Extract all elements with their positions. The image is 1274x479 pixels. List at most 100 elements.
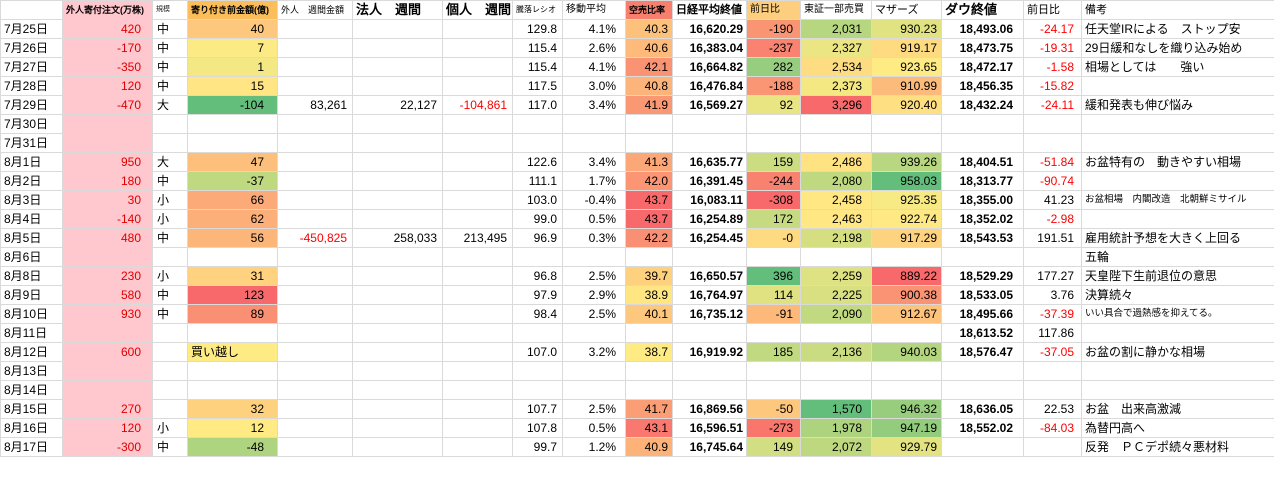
cell-mothers-index[interactable]: 946.32: [871, 399, 942, 419]
cell-mothers-index[interactable]: [871, 323, 942, 343]
cell-nikkei-close[interactable]: [672, 380, 747, 400]
cell-remarks[interactable]: 五輪: [1081, 247, 1274, 267]
cell-advance-decline-ratio[interactable]: 96.8: [512, 266, 563, 286]
cell-corporate-weekly[interactable]: [352, 418, 443, 438]
cell-order-size[interactable]: 中: [152, 304, 188, 324]
cell-date[interactable]: 8月2日: [0, 171, 63, 191]
cell-short-sell-ratio[interactable]: 40.9: [625, 437, 673, 457]
cell-dow-close[interactable]: 18,613.52: [941, 323, 1024, 343]
cell-mothers-index[interactable]: 889.22: [871, 266, 942, 286]
cell-moving-average[interactable]: [562, 133, 626, 153]
cell-corporate-weekly[interactable]: [352, 323, 443, 343]
cell-short-sell-ratio[interactable]: [625, 247, 673, 267]
cell-preopen-amount[interactable]: [187, 323, 278, 343]
cell-mothers-index[interactable]: 912.67: [871, 304, 942, 324]
cell-dow-change[interactable]: -37.05: [1023, 342, 1082, 362]
cell-advance-decline-ratio[interactable]: 103.0: [512, 190, 563, 210]
cell-nikkei-close[interactable]: 16,635.77: [672, 152, 747, 172]
header-individual-weekly[interactable]: 個人 週間: [442, 0, 513, 20]
cell-dow-close[interactable]: 18,404.51: [941, 152, 1024, 172]
cell-dow-close[interactable]: [941, 437, 1024, 457]
cell-nikkei-change[interactable]: [746, 114, 801, 134]
header-tse1-volume[interactable]: 東証一部売買: [800, 0, 872, 20]
cell-short-sell-ratio[interactable]: 43.7: [625, 190, 673, 210]
cell-nikkei-close[interactable]: 16,764.97: [672, 285, 747, 305]
cell-order-size[interactable]: 中: [152, 57, 188, 77]
cell-preopen-amount[interactable]: 12: [187, 418, 278, 438]
cell-nikkei-change[interactable]: 282: [746, 57, 801, 77]
cell-foreign-preopen-orders[interactable]: 480: [62, 228, 153, 248]
cell-advance-decline-ratio[interactable]: 115.4: [512, 57, 563, 77]
cell-short-sell-ratio[interactable]: 41.9: [625, 95, 673, 115]
cell-short-sell-ratio[interactable]: [625, 323, 673, 343]
cell-order-size[interactable]: 中: [152, 76, 188, 96]
cell-foreign-weekly[interactable]: 83,261: [277, 95, 353, 115]
cell-date[interactable]: 8月12日: [0, 342, 63, 362]
cell-corporate-weekly[interactable]: [352, 361, 443, 381]
cell-nikkei-change[interactable]: [746, 323, 801, 343]
cell-preopen-amount[interactable]: 買い越し: [187, 342, 278, 362]
cell-advance-decline-ratio[interactable]: [512, 380, 563, 400]
cell-order-size[interactable]: 中: [152, 38, 188, 58]
cell-order-size[interactable]: 中: [152, 171, 188, 191]
cell-individual-weekly[interactable]: [442, 437, 513, 457]
cell-dow-change[interactable]: -2.98: [1023, 209, 1082, 229]
cell-short-sell-ratio[interactable]: 42.1: [625, 57, 673, 77]
cell-moving-average[interactable]: 3.0%: [562, 76, 626, 96]
cell-tse1-volume[interactable]: 2,259: [800, 266, 872, 286]
cell-individual-weekly[interactable]: [442, 342, 513, 362]
cell-individual-weekly[interactable]: [442, 57, 513, 77]
cell-mothers-index[interactable]: 925.35: [871, 190, 942, 210]
cell-nikkei-change[interactable]: 149: [746, 437, 801, 457]
cell-order-size[interactable]: [152, 323, 188, 343]
cell-moving-average[interactable]: 2.9%: [562, 285, 626, 305]
cell-nikkei-close[interactable]: 16,391.45: [672, 171, 747, 191]
cell-corporate-weekly[interactable]: [352, 380, 443, 400]
cell-advance-decline-ratio[interactable]: 129.8: [512, 19, 563, 39]
cell-nikkei-change[interactable]: -308: [746, 190, 801, 210]
cell-date[interactable]: 8月14日: [0, 380, 63, 400]
cell-individual-weekly[interactable]: [442, 38, 513, 58]
cell-short-sell-ratio[interactable]: 41.3: [625, 152, 673, 172]
cell-nikkei-change[interactable]: 172: [746, 209, 801, 229]
cell-remarks[interactable]: 雇用統計予想を大きく上回る: [1081, 228, 1274, 248]
cell-individual-weekly[interactable]: [442, 190, 513, 210]
cell-corporate-weekly[interactable]: [352, 190, 443, 210]
cell-preopen-amount[interactable]: [187, 247, 278, 267]
cell-dow-change[interactable]: -51.84: [1023, 152, 1082, 172]
cell-foreign-weekly[interactable]: [277, 190, 353, 210]
cell-short-sell-ratio[interactable]: 40.8: [625, 76, 673, 96]
cell-remarks[interactable]: 決算続々: [1081, 285, 1274, 305]
cell-order-size[interactable]: [152, 380, 188, 400]
cell-tse1-volume[interactable]: [800, 247, 872, 267]
cell-date[interactable]: 8月5日: [0, 228, 63, 248]
cell-mothers-index[interactable]: [871, 247, 942, 267]
cell-foreign-preopen-orders[interactable]: 120: [62, 418, 153, 438]
cell-order-size[interactable]: [152, 361, 188, 381]
cell-advance-decline-ratio[interactable]: 115.4: [512, 38, 563, 58]
cell-date[interactable]: 8月4日: [0, 209, 63, 229]
cell-date[interactable]: 7月25日: [0, 19, 63, 39]
cell-order-size[interactable]: 中: [152, 437, 188, 457]
cell-date[interactable]: 8月13日: [0, 361, 63, 381]
cell-dow-change[interactable]: -1.58: [1023, 57, 1082, 77]
cell-moving-average[interactable]: [562, 114, 626, 134]
cell-dow-change[interactable]: -37.39: [1023, 304, 1082, 324]
cell-date[interactable]: 8月6日: [0, 247, 63, 267]
cell-advance-decline-ratio[interactable]: 117.5: [512, 76, 563, 96]
cell-date[interactable]: 7月27日: [0, 57, 63, 77]
cell-order-size[interactable]: 中: [152, 285, 188, 305]
cell-dow-close[interactable]: 18,533.05: [941, 285, 1024, 305]
header-dow-change[interactable]: 前日比: [1023, 0, 1082, 20]
header-corporate-weekly[interactable]: 法人 週間: [352, 0, 443, 20]
cell-corporate-weekly[interactable]: [352, 209, 443, 229]
cell-moving-average[interactable]: 2.5%: [562, 304, 626, 324]
cell-date[interactable]: 8月8日: [0, 266, 63, 286]
cell-date[interactable]: 8月16日: [0, 418, 63, 438]
cell-short-sell-ratio[interactable]: 41.7: [625, 399, 673, 419]
cell-foreign-preopen-orders[interactable]: 580: [62, 285, 153, 305]
cell-nikkei-close[interactable]: 16,919.92: [672, 342, 747, 362]
cell-dow-close[interactable]: [941, 247, 1024, 267]
cell-preopen-amount[interactable]: [187, 361, 278, 381]
cell-preopen-amount[interactable]: 47: [187, 152, 278, 172]
